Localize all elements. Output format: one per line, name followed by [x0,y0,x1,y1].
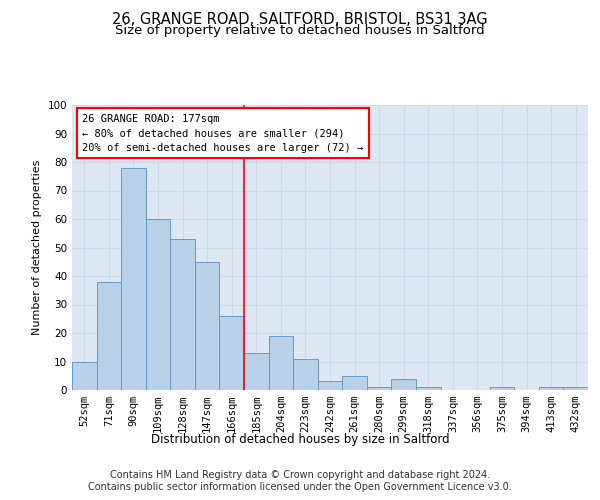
Bar [391,378,416,390]
Bar [269,336,293,390]
Text: Distribution of detached houses by size in Saltford: Distribution of detached houses by size … [151,432,449,446]
Bar [121,168,146,390]
Bar [72,362,97,390]
Y-axis label: Number of detached properties: Number of detached properties [32,160,42,335]
Bar [563,387,588,390]
Bar [293,358,318,390]
Text: 26, GRANGE ROAD, SALTFORD, BRISTOL, BS31 3AG: 26, GRANGE ROAD, SALTFORD, BRISTOL, BS31… [112,12,488,28]
Text: 26 GRANGE ROAD: 177sqm
← 80% of detached houses are smaller (294)
20% of semi-de: 26 GRANGE ROAD: 177sqm ← 80% of detached… [82,114,364,153]
Text: Contains public sector information licensed under the Open Government Licence v3: Contains public sector information licen… [88,482,512,492]
Text: Size of property relative to detached houses in Saltford: Size of property relative to detached ho… [115,24,485,37]
Bar [342,376,367,390]
Bar [170,239,195,390]
Bar [490,387,514,390]
Bar [97,282,121,390]
Bar [367,387,391,390]
Bar [318,382,342,390]
Bar [416,387,440,390]
Bar [195,262,220,390]
Bar [244,353,269,390]
Text: Contains HM Land Registry data © Crown copyright and database right 2024.: Contains HM Land Registry data © Crown c… [110,470,490,480]
Bar [539,387,563,390]
Bar [220,316,244,390]
Bar [146,219,170,390]
